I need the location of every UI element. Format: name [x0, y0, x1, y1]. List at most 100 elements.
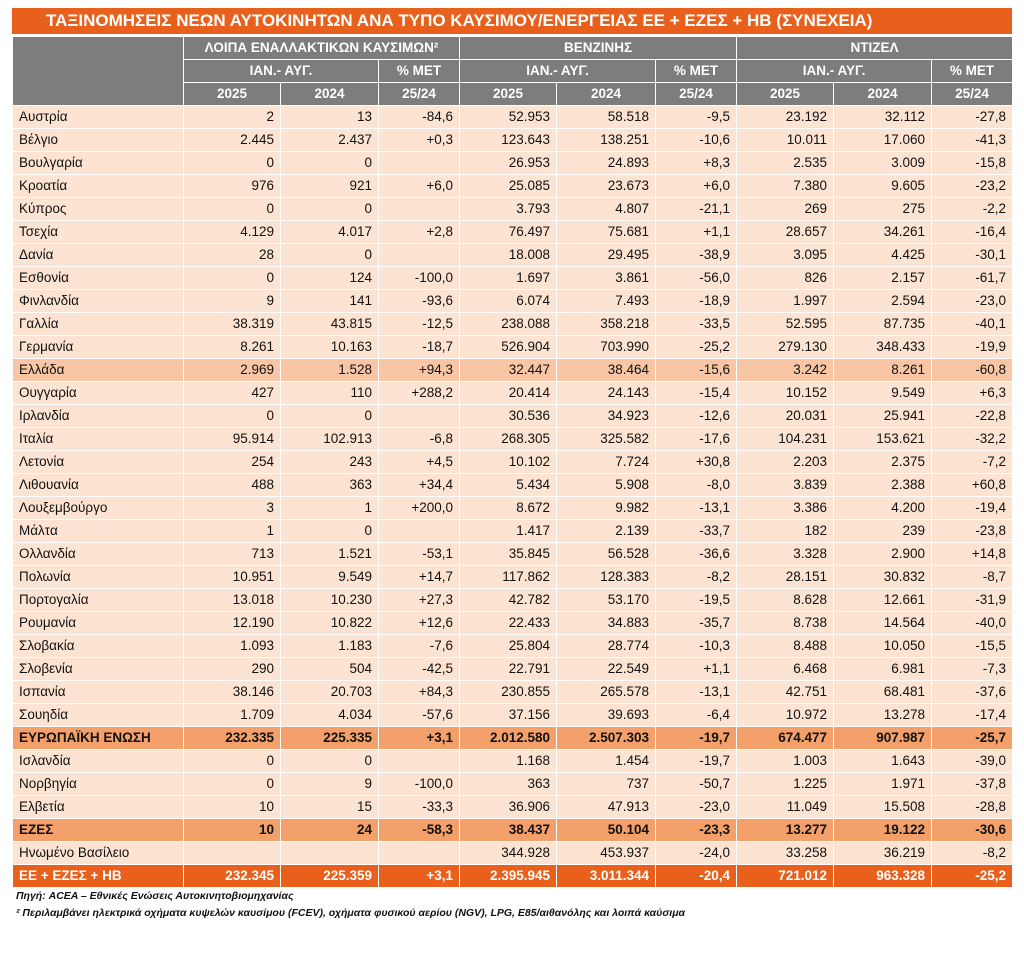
value-cell: 10.230	[280, 588, 379, 612]
value-cell: -33,3	[377, 795, 461, 819]
year-header: 2024	[833, 82, 933, 106]
period-header: ΙΑΝ.- ΑΥΓ.	[736, 59, 933, 83]
value-cell: -10,6	[655, 128, 738, 152]
value-cell: 153.621	[833, 427, 933, 451]
country-cell: Λιθουανία	[12, 473, 184, 497]
value-cell: -6,4	[655, 703, 738, 727]
corner-cell	[12, 36, 184, 106]
value-cell: 737	[556, 772, 657, 796]
value-cell: 36.219	[833, 841, 933, 865]
value-cell: -33,5	[655, 312, 738, 336]
value-cell: -18,7	[377, 335, 461, 359]
value-cell: +1,1	[655, 657, 738, 681]
value-cell: 4.017	[280, 220, 379, 244]
value-cell: -8,0	[655, 473, 738, 497]
value-cell: 1.168	[459, 749, 558, 773]
table-row: Δανία 28 0 18.008 29.495 -38,9 3.095 4.425 -30,1	[12, 243, 1014, 267]
value-cell: 1.709	[183, 703, 281, 727]
value-cell: 2.594	[833, 289, 933, 313]
value-cell: 34.883	[556, 611, 657, 635]
value-cell: 976	[183, 174, 281, 198]
table-row: Βέλγιο 2.445 2.437 +0,3 123.643 138.251 -10,6 1…	[12, 128, 1014, 152]
value-cell: 75.681	[556, 220, 657, 244]
value-cell: 34.261	[833, 220, 933, 244]
value-cell: -56,0	[655, 266, 738, 290]
value-cell: +84,3	[377, 680, 461, 704]
value-cell: 1.003	[736, 749, 835, 773]
value-cell: 13	[280, 105, 379, 129]
value-cell: 2.507.303	[556, 726, 657, 750]
value-cell: -20,4	[655, 864, 738, 888]
table-row: Ελβετία 10 15 -33,3 36.906 47.913 -23,0 11.049 1…	[12, 795, 1014, 819]
value-cell: 2.445	[183, 128, 281, 152]
value-cell: -40,0	[931, 611, 1014, 635]
value-cell: 10	[183, 818, 281, 842]
year-header: 25/24	[377, 82, 461, 106]
value-cell: +288,2	[377, 381, 461, 405]
value-cell: -24,0	[655, 841, 738, 865]
value-cell: 8.738	[736, 611, 835, 635]
value-cell: 921	[280, 174, 379, 198]
value-cell: -6,8	[377, 427, 461, 451]
value-cell	[183, 841, 281, 865]
footnote: Πηγή: ACEA – Εθνικές Ενώσεις Αυτοκινητοβ…	[16, 890, 294, 902]
value-cell: 488	[183, 473, 281, 497]
value-cell: 30.536	[459, 404, 558, 428]
value-cell: 138.251	[556, 128, 657, 152]
value-cell: 12.661	[833, 588, 933, 612]
value-cell	[377, 841, 461, 865]
value-cell: +6,0	[377, 174, 461, 198]
value-cell: 15.508	[833, 795, 933, 819]
value-cell: 30.832	[833, 565, 933, 589]
country-cell: Ουγγαρία	[12, 381, 184, 405]
value-cell: 2.375	[833, 450, 933, 474]
value-cell: -23,3	[655, 818, 738, 842]
country-cell: Ιρλανδία	[12, 404, 184, 428]
value-cell: 254	[183, 450, 281, 474]
table-row: ΕΕ + ΕΖΕΣ + ΗΒ 232.345 225.359 +3,1 2.395.94…	[12, 864, 1014, 888]
table-row: Αυστρία 2 13 -84,6 52.953 58.518 -9,5 23.192 32.…	[12, 105, 1014, 129]
value-cell: 0	[183, 404, 281, 428]
value-cell: 0	[280, 404, 379, 428]
value-cell: -42,5	[377, 657, 461, 681]
value-cell: 52.953	[459, 105, 558, 129]
value-cell: 24.143	[556, 381, 657, 405]
footnote: ² Περιλαμβάνει ηλεκτρικά οχήματα κυψελών…	[16, 907, 686, 919]
value-cell: -13,1	[655, 680, 738, 704]
value-cell: 22.433	[459, 611, 558, 635]
value-cell: 0	[183, 749, 281, 773]
value-cell: 344.928	[459, 841, 558, 865]
value-cell: -19,4	[931, 496, 1014, 520]
value-cell: -93,6	[377, 289, 461, 313]
value-cell: 0	[183, 151, 281, 175]
value-cell: +200,0	[377, 496, 461, 520]
value-cell: 13.277	[736, 818, 835, 842]
value-cell: 526.904	[459, 335, 558, 359]
value-cell	[377, 243, 461, 267]
value-cell: +14,7	[377, 565, 461, 589]
value-cell: 35.845	[459, 542, 558, 566]
value-cell: 9.549	[833, 381, 933, 405]
value-cell: 58.518	[556, 105, 657, 129]
value-cell: -18,9	[655, 289, 738, 313]
table-row: Λετονία 254 243 +4,5 10.102 7.724 +30,8 2.203 2.…	[12, 450, 1014, 474]
value-cell: 6.981	[833, 657, 933, 681]
value-cell: 2	[183, 105, 281, 129]
value-cell: 4.034	[280, 703, 379, 727]
value-cell: -100,0	[377, 266, 461, 290]
value-cell: 2.388	[833, 473, 933, 497]
country-cell: Ολλανδία	[12, 542, 184, 566]
group-header: ΛΟΙΠΑ ΕΝΑΛΛΑΚΤΙΚΩΝ ΚΑΥΣΙΜΩΝ²	[182, 36, 461, 60]
header-row: ΙΑΝ.- ΑΥΓ.% ΜΕΤ ΙΑΝ.- ΑΥΓ.% ΜΕΤ ΙΑΝ.- ΑΥΓ.…	[13, 59, 1014, 83]
value-cell: 1.093	[183, 634, 281, 658]
country-cell: Νορβηγία	[12, 772, 184, 796]
value-cell: 358.218	[556, 312, 657, 336]
value-cell: 124	[280, 266, 379, 290]
year-header: 25/24	[931, 82, 1014, 106]
value-cell: 39.693	[556, 703, 657, 727]
year-header: 2025	[736, 82, 835, 106]
country-cell: Ρουμανία	[12, 611, 184, 635]
value-cell: +6,3	[931, 381, 1014, 405]
value-cell: 3.386	[736, 496, 835, 520]
value-cell: 3.793	[459, 197, 558, 221]
